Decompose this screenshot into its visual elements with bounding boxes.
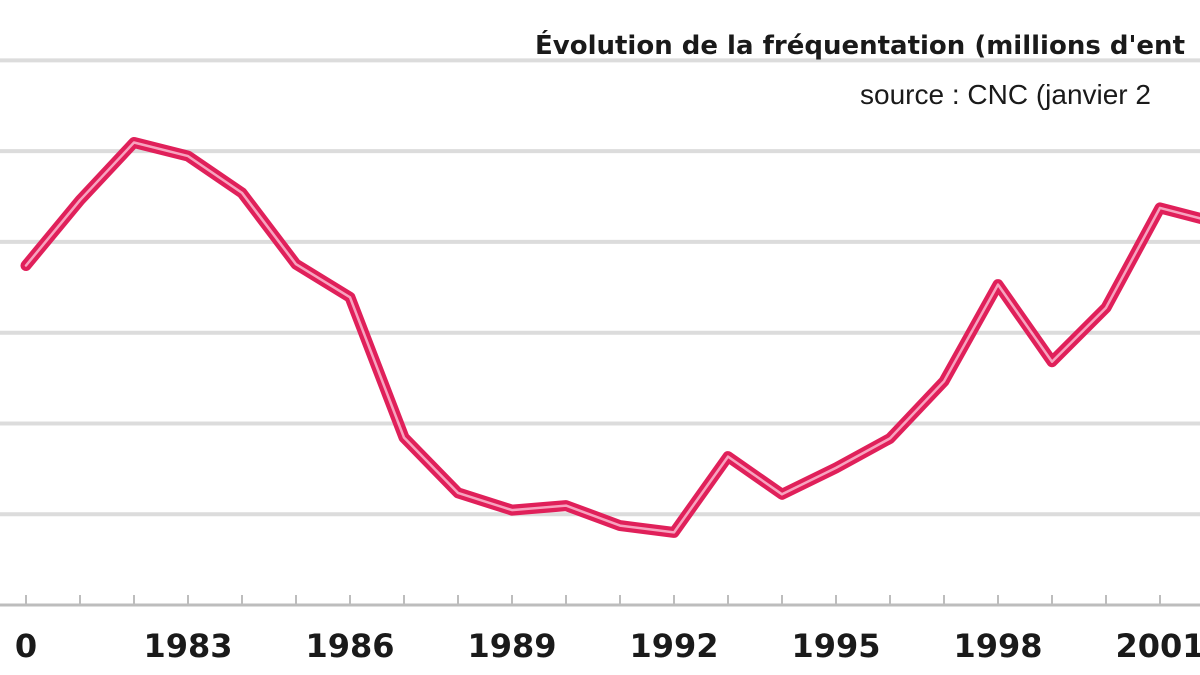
- series-line-highlight: [24, 141, 1200, 534]
- data-point: [941, 378, 947, 384]
- data-point: [401, 435, 407, 441]
- series-line: [20, 137, 1200, 538]
- data-point: [1157, 205, 1163, 211]
- x-tick-label: 1989: [467, 627, 556, 665]
- data-point: [131, 140, 137, 146]
- data-point: [185, 153, 191, 159]
- x-tick-label: 1986: [305, 627, 394, 665]
- data-point: [617, 523, 623, 529]
- data-point: [995, 282, 1001, 288]
- data-point: [509, 507, 515, 513]
- chart-title: Évolution de la fréquentation (millions …: [535, 29, 1185, 61]
- x-tick-label: 1995: [791, 627, 880, 665]
- data-point: [347, 294, 353, 300]
- data-point: [1049, 359, 1055, 365]
- data-point: [293, 261, 299, 267]
- x-tick-label: 2001: [1115, 627, 1200, 665]
- chart-source: source : CNC (janvier 2: [860, 79, 1151, 110]
- data-point: [239, 190, 245, 196]
- series-layer: [20, 137, 1200, 538]
- x-tick-label: 1998: [953, 627, 1042, 665]
- data-point: [671, 529, 677, 535]
- x-tick-label: 1983: [143, 627, 232, 665]
- data-point: [563, 503, 569, 509]
- x-tick-label: 0: [15, 627, 37, 665]
- data-point: [887, 435, 893, 441]
- x-tick-label: 1992: [629, 627, 718, 665]
- x-axis: 019831986198919921995199820012: [15, 595, 1200, 665]
- data-point: [77, 197, 83, 203]
- gridlines: [0, 58, 1200, 607]
- data-point: [725, 454, 731, 460]
- data-point: [23, 263, 29, 269]
- data-point: [1103, 305, 1109, 311]
- data-point: [779, 491, 785, 497]
- data-point: [833, 465, 839, 471]
- data-point: [455, 490, 461, 496]
